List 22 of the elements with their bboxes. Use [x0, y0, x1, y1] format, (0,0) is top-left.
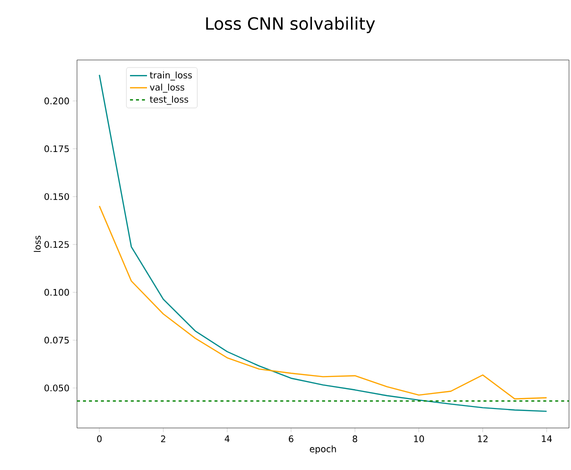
x-tick-label: 8 [352, 435, 358, 442]
x-tick-label: 0 [97, 435, 102, 442]
x-tick-label: 2 [161, 435, 166, 442]
x-tick-label: 6 [288, 435, 294, 442]
y-tick-label: 0.075 [44, 336, 69, 344]
x-tick-label: 4 [224, 435, 230, 442]
legend-label: train_loss [150, 72, 192, 80]
x-tick-label: 14 [542, 435, 552, 442]
y-tick-label: 0.100 [44, 288, 69, 296]
x-tick-label: 10 [414, 435, 424, 442]
y-tick-label: 0.175 [44, 145, 69, 152]
chart-title: Loss CNN solvability [206, 16, 375, 34]
y-tick-label: 0.200 [44, 98, 69, 104]
y-tick-label: 0.150 [44, 193, 69, 200]
y-tick-label: 0.125 [44, 241, 69, 248]
x-axis-title: epoch [310, 445, 336, 454]
y-axis-title: loss [34, 236, 41, 252]
y-tick-label: 0.050 [44, 384, 69, 392]
legend-label: val_loss [150, 84, 184, 93]
x-tick-label: 12 [478, 435, 488, 442]
line-series [98, 205, 548, 400]
legend-label: test_loss [150, 96, 188, 105]
